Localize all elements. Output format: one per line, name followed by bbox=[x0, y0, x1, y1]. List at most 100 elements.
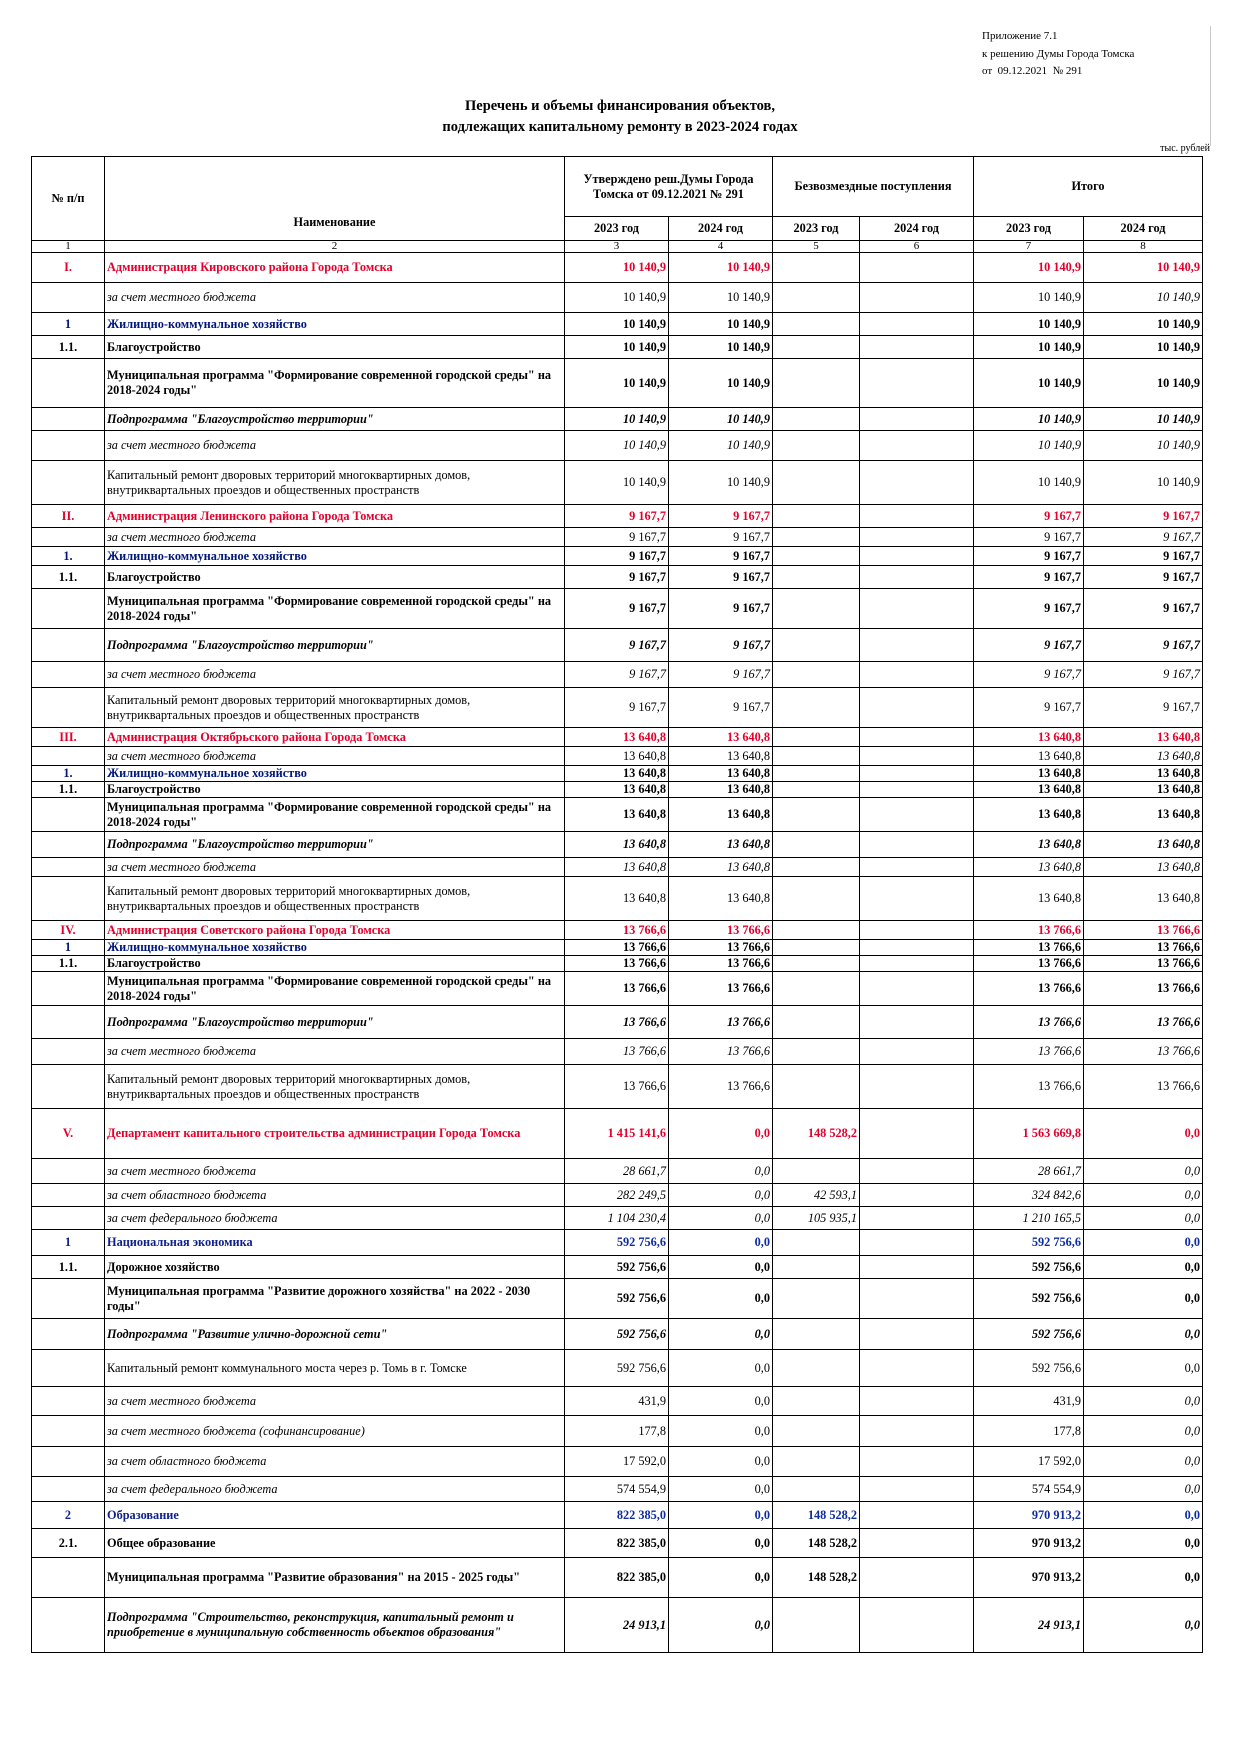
table-row: за счет местного бюджета 13 640,8 13 640,8… bbox=[31, 857, 1203, 877]
row-value bbox=[859, 628, 974, 662]
row-value: 10 140,9 bbox=[564, 460, 669, 505]
row-value bbox=[859, 358, 974, 408]
row-value bbox=[859, 831, 974, 858]
row-value bbox=[772, 628, 860, 662]
row-number bbox=[31, 687, 105, 728]
row-value: 10 140,9 bbox=[564, 252, 669, 283]
row-name: Муниципальная программа "Развитие образо… bbox=[104, 1557, 565, 1598]
header-2024-total: 2024 год bbox=[1083, 216, 1203, 241]
row-value: 0,0 bbox=[668, 1278, 773, 1319]
row-value: 13 640,8 bbox=[973, 765, 1084, 782]
row-name: за счет местного бюджета bbox=[104, 746, 565, 766]
row-value bbox=[859, 1229, 974, 1256]
row-value: 0,0 bbox=[1083, 1108, 1203, 1159]
row-value: 0,0 bbox=[668, 1557, 773, 1598]
row-value: 0,0 bbox=[668, 1446, 773, 1477]
row-value: 10 140,9 bbox=[668, 282, 773, 313]
row-number bbox=[31, 1597, 105, 1653]
row-value: 1 563 669,8 bbox=[973, 1108, 1084, 1159]
row-number bbox=[31, 407, 105, 431]
row-value: 148 528,2 bbox=[772, 1108, 860, 1159]
row-value bbox=[859, 565, 974, 589]
row-value: 13 766,6 bbox=[564, 1064, 669, 1109]
row-name: Дорожное хозяйство bbox=[104, 1255, 565, 1279]
row-value: 431,9 bbox=[973, 1386, 1084, 1416]
table-row: за счет местного бюджета 28 661,7 0,0 28 66… bbox=[31, 1158, 1203, 1184]
table-row: за счет местного бюджета 13 766,6 13 766,6… bbox=[31, 1038, 1203, 1065]
row-value: 13 766,6 bbox=[1083, 939, 1203, 956]
row-value bbox=[772, 781, 860, 798]
row-value: 10 140,9 bbox=[1083, 430, 1203, 461]
header-approved: Утверждено реш.Думы Города Томска от 09.… bbox=[564, 156, 773, 217]
row-value: 1 415 141,6 bbox=[564, 1108, 669, 1159]
row-value: 9 167,7 bbox=[564, 546, 669, 566]
row-name: Подпрограмма "Благоустройство территории… bbox=[104, 407, 565, 431]
row-value: 9 167,7 bbox=[973, 687, 1084, 728]
row-value bbox=[859, 407, 974, 431]
row-value: 9 167,7 bbox=[668, 565, 773, 589]
row-value: 13 640,8 bbox=[973, 727, 1084, 747]
row-value: 10 140,9 bbox=[668, 460, 773, 505]
row-name: Капитальный ремонт дворовых территорий м… bbox=[104, 460, 565, 505]
table-row: V. Департамент капитального строительства… bbox=[31, 1108, 1203, 1159]
row-value bbox=[859, 430, 974, 461]
row-value bbox=[772, 765, 860, 782]
row-value bbox=[772, 252, 860, 283]
row-value: 13 640,8 bbox=[668, 727, 773, 747]
row-value: 13 766,6 bbox=[668, 955, 773, 972]
row-value bbox=[859, 920, 974, 940]
row-value: 592 756,6 bbox=[973, 1229, 1084, 1256]
row-value bbox=[859, 1158, 974, 1184]
row-value: 574 554,9 bbox=[564, 1476, 669, 1502]
row-value: 13 766,6 bbox=[1083, 1038, 1203, 1065]
row-name: Администрация Октябрьского района Города… bbox=[104, 727, 565, 747]
row-value: 970 913,2 bbox=[973, 1528, 1084, 1558]
table-row: за счет местного бюджета 10 140,9 10 140,9… bbox=[31, 282, 1203, 313]
table-row: за счет местного бюджета 9 167,7 9 167,7 9 … bbox=[31, 527, 1203, 547]
row-value: 822 385,0 bbox=[564, 1557, 669, 1598]
annex-line-3: от 09.12.2021 № 291 bbox=[982, 65, 1083, 77]
row-value bbox=[859, 1386, 974, 1416]
row-value: 9 167,7 bbox=[973, 661, 1084, 688]
row-value: 0,0 bbox=[668, 1415, 773, 1447]
row-value bbox=[859, 1038, 974, 1065]
row-value: 105 935,1 bbox=[772, 1206, 860, 1230]
row-number: III. bbox=[31, 727, 105, 747]
row-value bbox=[772, 1415, 860, 1447]
row-value: 13 640,8 bbox=[1083, 831, 1203, 858]
row-value: 592 756,6 bbox=[564, 1349, 669, 1387]
row-value bbox=[772, 797, 860, 832]
row-name: за счет местного бюджета bbox=[104, 430, 565, 461]
row-value bbox=[859, 1557, 974, 1598]
row-value: 10 140,9 bbox=[973, 407, 1084, 431]
row-number bbox=[31, 797, 105, 832]
row-value: 0,0 bbox=[1083, 1597, 1203, 1653]
row-value: 13 766,6 bbox=[668, 1005, 773, 1039]
row-name: Муниципальная программа "Формирование со… bbox=[104, 971, 565, 1006]
row-value bbox=[772, 857, 860, 877]
row-number bbox=[31, 430, 105, 461]
row-value: 9 167,7 bbox=[668, 588, 773, 629]
row-number: 1.1. bbox=[31, 335, 105, 359]
table-row: Муниципальная программа "Формирование со… bbox=[31, 358, 1203, 408]
row-value: 13 640,8 bbox=[973, 876, 1084, 921]
row-value: 177,8 bbox=[564, 1415, 669, 1447]
row-value bbox=[772, 527, 860, 547]
row-value: 0,0 bbox=[1083, 1501, 1203, 1529]
row-value bbox=[772, 546, 860, 566]
row-name: Муниципальная программа "Формирование со… bbox=[104, 588, 565, 629]
table-row: Подпрограмма "Благоустройство территории… bbox=[31, 1005, 1203, 1039]
row-value bbox=[859, 1206, 974, 1230]
row-value: 13 766,6 bbox=[668, 939, 773, 956]
row-value: 9 167,7 bbox=[564, 527, 669, 547]
row-value: 9 167,7 bbox=[1083, 527, 1203, 547]
row-value bbox=[859, 1446, 974, 1477]
row-value bbox=[772, 1158, 860, 1184]
row-value: 13 640,8 bbox=[564, 727, 669, 747]
row-value: 0,0 bbox=[1083, 1528, 1203, 1558]
table-row: 1 Жилищно-коммунальное хозяйство 13 766,6 1… bbox=[31, 939, 1203, 956]
row-name: Жилищно-коммунальное хозяйство bbox=[104, 312, 565, 336]
row-name: Муниципальная программа "Развитие дорожн… bbox=[104, 1278, 565, 1319]
row-value: 148 528,2 bbox=[772, 1528, 860, 1558]
row-name: за счет областного бюджета bbox=[104, 1183, 565, 1207]
